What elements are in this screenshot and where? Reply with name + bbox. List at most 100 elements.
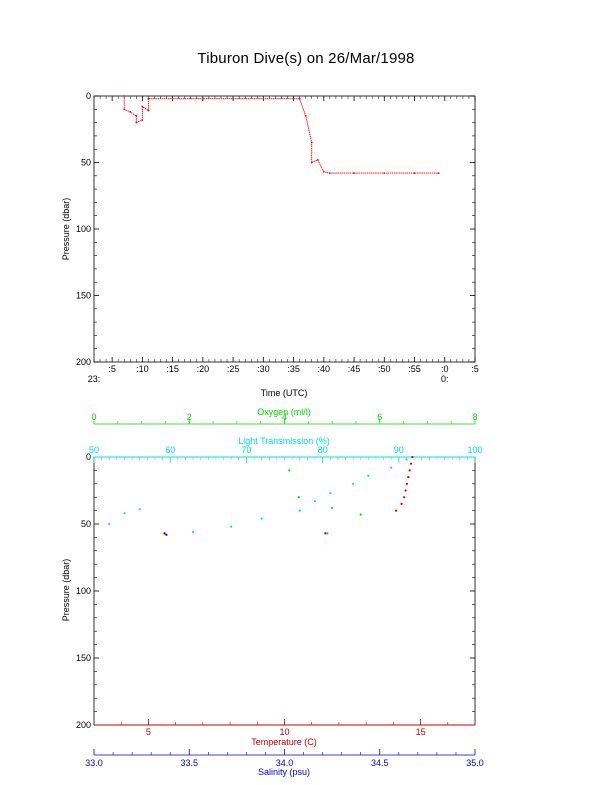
- oxygen-tick-label: 8: [472, 412, 477, 422]
- bottom-y-tick-label: 100: [76, 586, 91, 596]
- bottom-y-tick-label: 50: [81, 519, 91, 529]
- light-point: [298, 509, 301, 512]
- temperature-tick-label: 10: [279, 727, 289, 737]
- bottom-plot-frame: [93, 456, 476, 726]
- top-y-tick-label: 150: [76, 291, 91, 301]
- top-x-tick-label: :35: [287, 364, 300, 374]
- depth-trace-point: [298, 97, 301, 100]
- bottom-y-tick-label: 0: [86, 452, 91, 462]
- light-point: [405, 458, 408, 461]
- oxygen-point: [331, 506, 334, 510]
- depth-trace-line: [123, 96, 439, 174]
- depth-trace-point: [129, 111, 132, 113]
- top-x-hour-label: 23:: [88, 374, 101, 384]
- temperature-point: [407, 476, 410, 479]
- depth-trace-point: [310, 161, 313, 164]
- temperature-tick-label: 15: [416, 727, 426, 737]
- salinity-point: [163, 532, 166, 535]
- light-point: [367, 474, 370, 477]
- top-x-tick-label: :20: [197, 364, 210, 374]
- light-point: [191, 530, 195, 534]
- salinity-tick-label: 33.5: [180, 758, 198, 768]
- temperature-axis: 5 10 15: [93, 719, 476, 737]
- depth-time-panel: 0 50 100 150 200 :5:10:15:20:25:30:35:40:45:…: [61, 91, 479, 398]
- temperature-point: [324, 532, 327, 535]
- salinity-point: [165, 533, 168, 536]
- light-tick-label: 70: [241, 445, 251, 455]
- light-transmission-axis: 50 60 70 80 90 100: [89, 445, 483, 463]
- temperature-axis-title: Temperature (C): [251, 737, 317, 747]
- salinity-tick-label: 35.0: [466, 758, 484, 768]
- salinity-tick-label: 33.0: [85, 758, 103, 768]
- depth-trace-point: [316, 158, 319, 161]
- depth-trace-point: [353, 172, 355, 175]
- top-x-tick-label: :40: [318, 364, 331, 374]
- bottom-y-axis-title: Pressure (dbar): [61, 559, 71, 622]
- depth-trace-point: [383, 172, 386, 175]
- top-x-tick-label: :5: [471, 364, 479, 374]
- top-x-tick-label: :50: [378, 364, 391, 374]
- top-y-axis-title: Pressure (dbar): [61, 198, 71, 261]
- light-tick-label: 50: [89, 445, 99, 455]
- light-point: [123, 512, 126, 515]
- top-x-tick-label: :15: [166, 364, 179, 374]
- depth-trace-point: [141, 119, 144, 121]
- oxygen-tick-label: 4: [282, 412, 287, 422]
- depth-trace-point: [123, 108, 126, 111]
- depth-trace-point: [135, 121, 138, 124]
- top-y-tick-label: 0: [86, 91, 91, 101]
- depth-trace-point: [123, 95, 126, 97]
- light-point: [390, 466, 393, 469]
- salinity-axis: 33.0 33.5 34.0 34.5 35.0: [85, 749, 484, 768]
- bottom-y-axis: 0 50 100 150 200: [76, 452, 475, 730]
- light-point: [230, 525, 233, 528]
- oxygen-tick-label: 0: [91, 412, 96, 422]
- depth-trace-point: [413, 172, 416, 175]
- profile-points: [108, 455, 414, 536]
- bottom-y-tick-label: 150: [76, 653, 91, 663]
- temperature-point: [409, 462, 413, 465]
- depth-trace-point: [437, 172, 440, 175]
- light-point: [313, 500, 317, 503]
- oxygen-axis-title: Oxygen (ml/l): [257, 407, 311, 417]
- depth-trace: [123, 95, 440, 175]
- top-plot-frame: [93, 95, 476, 363]
- chart-title: Tiburon Dive(s) on 26/Mar/1998: [197, 50, 415, 67]
- light-point: [351, 482, 355, 485]
- oxygen-point: [288, 469, 291, 472]
- salinity-axis-title: Salinity (psu): [258, 767, 310, 777]
- oxygen-point: [359, 513, 362, 516]
- light-tick-label: 100: [467, 445, 482, 455]
- light-point: [329, 492, 332, 495]
- oxygen-point: [326, 532, 329, 535]
- top-x-tick-label: :25: [227, 364, 240, 374]
- light-tick-label: 80: [318, 445, 328, 455]
- top-y-axis: 0 50 100 150 200: [76, 91, 475, 367]
- bottom-y-tick-label: 200: [76, 720, 91, 730]
- temperature-point: [394, 509, 398, 512]
- temperature-point: [404, 489, 407, 492]
- oxygen-tick-label: 6: [377, 412, 382, 422]
- depth-trace-point: [328, 172, 331, 175]
- temperature-point: [408, 469, 411, 472]
- top-x-tick-label: :55: [408, 364, 421, 374]
- temperature-point: [400, 502, 403, 505]
- top-x-tick-label: :0: [441, 364, 449, 374]
- top-x-tick-label: :45: [348, 364, 361, 374]
- light-point: [138, 508, 141, 511]
- oxygen-tick-label: 2: [187, 412, 192, 422]
- temperature-point: [405, 482, 409, 485]
- top-x-axis: :5:10:15:20:25:30:35:40:45:50:55:0:5 23: 0…: [88, 96, 479, 384]
- light-point: [108, 522, 111, 526]
- temperature-tick-label: 5: [146, 727, 151, 737]
- top-y-tick-label: 50: [81, 158, 91, 168]
- salinity-tick-label: 34.5: [371, 758, 389, 768]
- top-x-tick-label: :5: [108, 364, 116, 374]
- depth-trace-point: [135, 115, 138, 117]
- light-tick-label: 90: [394, 445, 404, 455]
- depth-trace-point: [310, 141, 313, 144]
- top-y-tick-label: 100: [76, 224, 91, 234]
- depth-trace-point: [147, 109, 150, 112]
- temperature-point: [411, 455, 414, 459]
